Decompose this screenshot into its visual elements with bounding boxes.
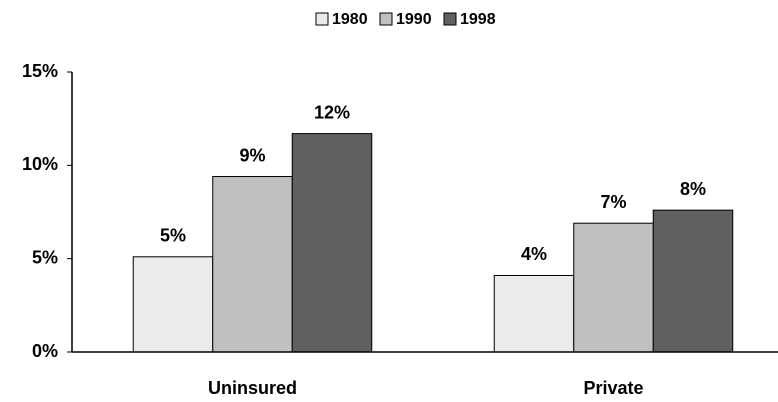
y-tick-label: 10% [22, 154, 58, 174]
bar [291, 133, 373, 353]
legend-label: 1998 [460, 11, 496, 28]
x-tick-label: Private [583, 378, 643, 398]
bar [493, 274, 575, 353]
legend-label: 1980 [332, 11, 368, 28]
bar [573, 222, 654, 353]
value-label: 4% [521, 244, 547, 264]
y-tick-label: 0% [32, 341, 58, 361]
value-label: 5% [160, 226, 186, 246]
legend-swatch [315, 12, 329, 26]
x-tick-label: Uninsured [208, 378, 297, 398]
value-label: 7% [600, 192, 626, 212]
legend-swatch [443, 12, 457, 26]
bar [652, 209, 734, 353]
bar [132, 256, 214, 353]
legend-label: 1990 [396, 11, 432, 28]
bar [212, 176, 293, 353]
value-label: 12% [314, 102, 350, 122]
y-tick-label: 5% [32, 247, 58, 267]
value-label: 9% [239, 145, 265, 165]
legend-swatch [379, 12, 393, 26]
y-tick-label: 15% [22, 61, 58, 81]
value-label: 8% [680, 179, 706, 199]
